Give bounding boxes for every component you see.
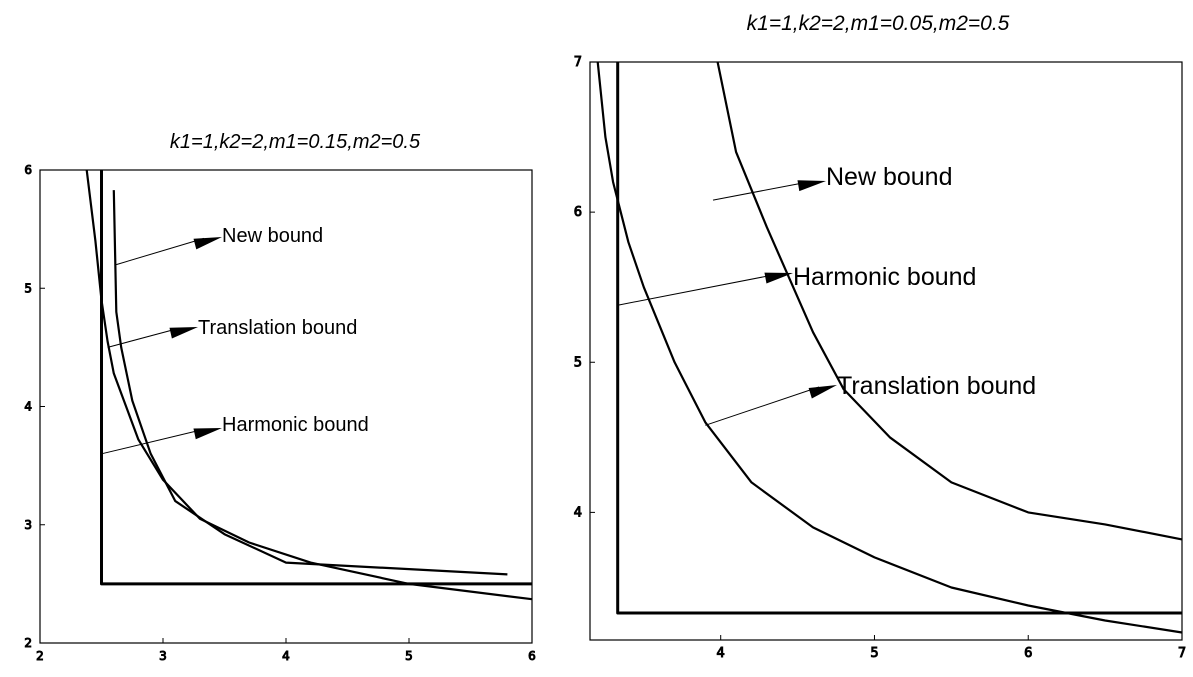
right-x-tick-label: 4 bbox=[717, 646, 725, 661]
left-x-tick-label: 4 bbox=[282, 649, 290, 663]
right-annotation-leader bbox=[712, 181, 809, 201]
right-annotation-harmonic-bound: Harmonic bound bbox=[793, 263, 976, 291]
left-x-tick-label: 5 bbox=[405, 649, 413, 663]
left-y-tick-label: 4 bbox=[24, 400, 32, 414]
left-y-tick-label: 3 bbox=[24, 518, 32, 532]
right-chart: k1=1,k2=2,m1=0.05,m2=0.5 4 5 6 7 4 5 6 7 New bo… bbox=[573, 12, 1186, 662]
right-x-tick-label: 5 bbox=[870, 646, 878, 661]
right-annotations: New bound Harmonic bound Translation bound bbox=[617, 163, 1036, 426]
left-annotation-arrowhead bbox=[193, 428, 222, 440]
left-annotations: New bound Translation bound Harmonic bound bbox=[101, 225, 369, 455]
left-chart: k1=1,k2=2,m1=0.15,m2=0.5 2 3 4 5 6 2 3 4 5 6 New … bbox=[24, 131, 536, 664]
left-x-tick-label: 6 bbox=[528, 649, 536, 663]
left-x-tick-label: 2 bbox=[36, 649, 44, 663]
right-plot-frame bbox=[589, 61, 1183, 641]
left-x-tick-label: 3 bbox=[159, 649, 167, 663]
left-annotation-arrowhead bbox=[193, 237, 222, 250]
left-series-group bbox=[85, 169, 533, 601]
left-y-tick-label: 6 bbox=[24, 163, 32, 177]
right-series-harmonic-bound bbox=[616, 62, 1182, 615]
right-annotation-arrowhead bbox=[764, 272, 793, 284]
right-axis-ticks: 4 5 6 7 4 5 6 7 bbox=[573, 55, 1186, 662]
right-y-tick-label: 7 bbox=[574, 55, 582, 70]
right-annotation-leader bbox=[617, 274, 776, 306]
left-y-tick-label: 2 bbox=[24, 636, 32, 650]
right-chart-title: k1=1,k2=2,m1=0.05,m2=0.5 bbox=[747, 12, 1010, 35]
left-annotation-leader bbox=[107, 327, 181, 348]
right-annotation-translation-bound: Translation bound bbox=[837, 372, 1036, 400]
right-annotation-arrowhead bbox=[797, 180, 826, 192]
left-annotation-new-bound: New bound bbox=[222, 225, 323, 247]
right-x-tick-label: 7 bbox=[1178, 646, 1186, 661]
left-axis-ticks: 2 3 4 5 6 2 3 4 5 6 bbox=[24, 163, 536, 664]
right-annotation-new-bound: New bound bbox=[826, 163, 952, 191]
right-annotation-arrowhead bbox=[808, 385, 837, 399]
left-annotation-translation-bound: Translation bound bbox=[198, 317, 357, 339]
left-chart-title: k1=1,k2=2,m1=0.15,m2=0.5 bbox=[170, 131, 421, 153]
left-annotation-harmonic-bound: Harmonic bound bbox=[222, 414, 369, 436]
left-annotation-leader bbox=[116, 237, 205, 266]
right-y-tick-label: 4 bbox=[574, 505, 582, 520]
left-series-harmonic-bound bbox=[100, 170, 532, 586]
right-series-translation-bound bbox=[596, 61, 1183, 634]
right-y-tick-label: 6 bbox=[574, 205, 582, 220]
right-y-tick-label: 5 bbox=[574, 355, 582, 370]
right-x-tick-label: 6 bbox=[1024, 646, 1032, 661]
left-y-tick-label: 5 bbox=[24, 281, 32, 295]
left-annotation-arrowhead bbox=[169, 327, 198, 339]
right-annotation-leader bbox=[705, 386, 820, 426]
right-series-new-bound bbox=[716, 61, 1183, 541]
left-series-new-bound bbox=[112, 190, 508, 576]
right-series-group bbox=[596, 61, 1183, 634]
left-annotation-leader bbox=[101, 428, 205, 455]
